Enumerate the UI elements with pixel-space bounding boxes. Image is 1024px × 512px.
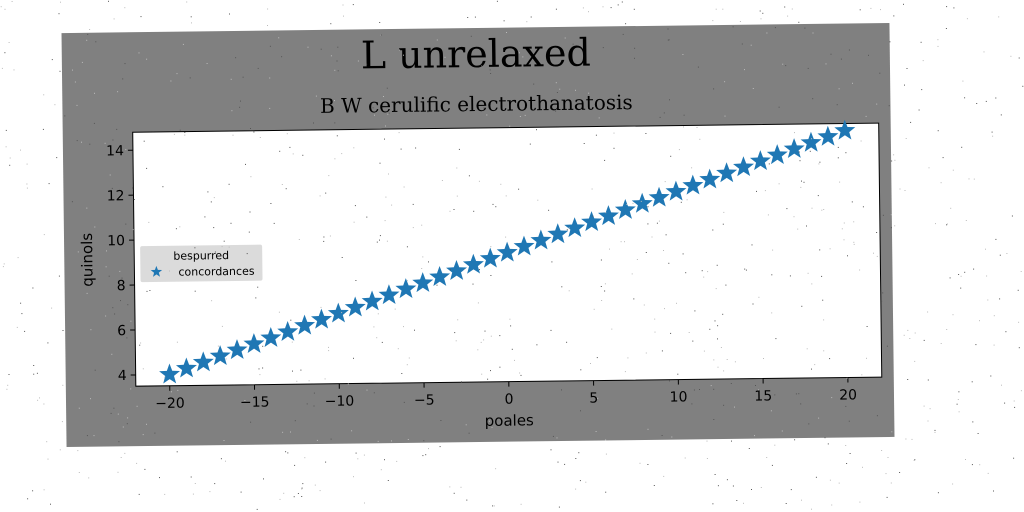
axis-ticks: −20 −15 −10 −5 0 5 10 15 20 4 6 8 10 12 14 xyxy=(106,143,857,412)
x-tick-label: −10 xyxy=(325,394,355,410)
x-tick-label: 5 xyxy=(589,391,598,407)
data-point-star xyxy=(783,138,805,159)
data-point-star xyxy=(429,266,451,287)
data-point-star xyxy=(766,144,788,165)
legend-entry-concordances: concordances xyxy=(178,265,255,279)
y-tick-label: 4 xyxy=(118,368,127,384)
data-point-star xyxy=(175,357,197,378)
data-point-star xyxy=(311,308,332,329)
data-point-star xyxy=(260,327,282,347)
data-point-star xyxy=(378,284,400,305)
x-tick-label: −20 xyxy=(155,396,185,412)
data-point-star xyxy=(479,247,501,268)
data-point-star xyxy=(327,302,349,323)
data-point-star xyxy=(547,223,569,244)
series-concordances xyxy=(159,119,856,384)
x-tick-label: 10 xyxy=(670,389,688,405)
data-point-star xyxy=(243,333,265,354)
data-point-star xyxy=(412,272,434,293)
data-point-star xyxy=(817,125,839,146)
data-point-star xyxy=(513,235,535,256)
y-tick-label: 8 xyxy=(117,278,126,294)
data-point-star xyxy=(361,290,383,311)
data-point-star xyxy=(446,259,467,280)
x-tick-label: −15 xyxy=(240,395,270,411)
data-point-star xyxy=(209,345,231,366)
y-tick-label: 6 xyxy=(117,323,126,339)
chart-plot: −20 −15 −10 −5 0 5 10 15 20 4 6 8 10 12 14 poales quin… xyxy=(78,119,883,430)
data-point-star xyxy=(834,119,856,140)
data-point-star xyxy=(682,174,704,195)
x-tick-label: −5 xyxy=(414,393,435,409)
legend: bespurred concordances xyxy=(140,244,263,283)
data-point-star xyxy=(530,229,552,250)
x-tick-label: 15 xyxy=(754,388,772,404)
chart-figure: L unrelaxed B W cerulific electrothanato… xyxy=(61,22,895,448)
data-point-star xyxy=(581,211,603,232)
data-point-star xyxy=(192,351,214,372)
data-point-star xyxy=(294,314,316,335)
data-point-star xyxy=(665,180,687,201)
legend-title: bespurred xyxy=(173,249,229,263)
data-point-star xyxy=(277,320,299,341)
data-point-star xyxy=(749,150,771,171)
data-point-star xyxy=(648,186,670,207)
data-point-star xyxy=(716,162,738,183)
data-point-star xyxy=(564,217,586,238)
data-point-star xyxy=(462,253,484,274)
data-point-star xyxy=(496,241,518,262)
data-point-star xyxy=(598,205,619,226)
data-point-star xyxy=(800,131,822,152)
y-axis-label: quinols xyxy=(78,233,97,287)
data-point-star xyxy=(733,156,754,177)
data-point-star xyxy=(344,296,366,317)
data-point-star xyxy=(226,339,248,360)
x-axis-label: poales xyxy=(485,411,535,430)
data-point-star xyxy=(614,199,636,220)
y-tick-label: 12 xyxy=(107,188,125,204)
data-point-star xyxy=(395,278,417,299)
y-tick-label: 14 xyxy=(106,143,124,159)
x-tick-label: 20 xyxy=(839,387,857,403)
legend-marker-star xyxy=(150,265,163,277)
y-tick-label: 10 xyxy=(107,233,125,249)
x-tick-label: 0 xyxy=(504,392,513,408)
data-point-star xyxy=(159,363,181,384)
data-point-star xyxy=(699,168,721,189)
data-point-star xyxy=(631,192,653,213)
legend-box xyxy=(140,244,263,283)
